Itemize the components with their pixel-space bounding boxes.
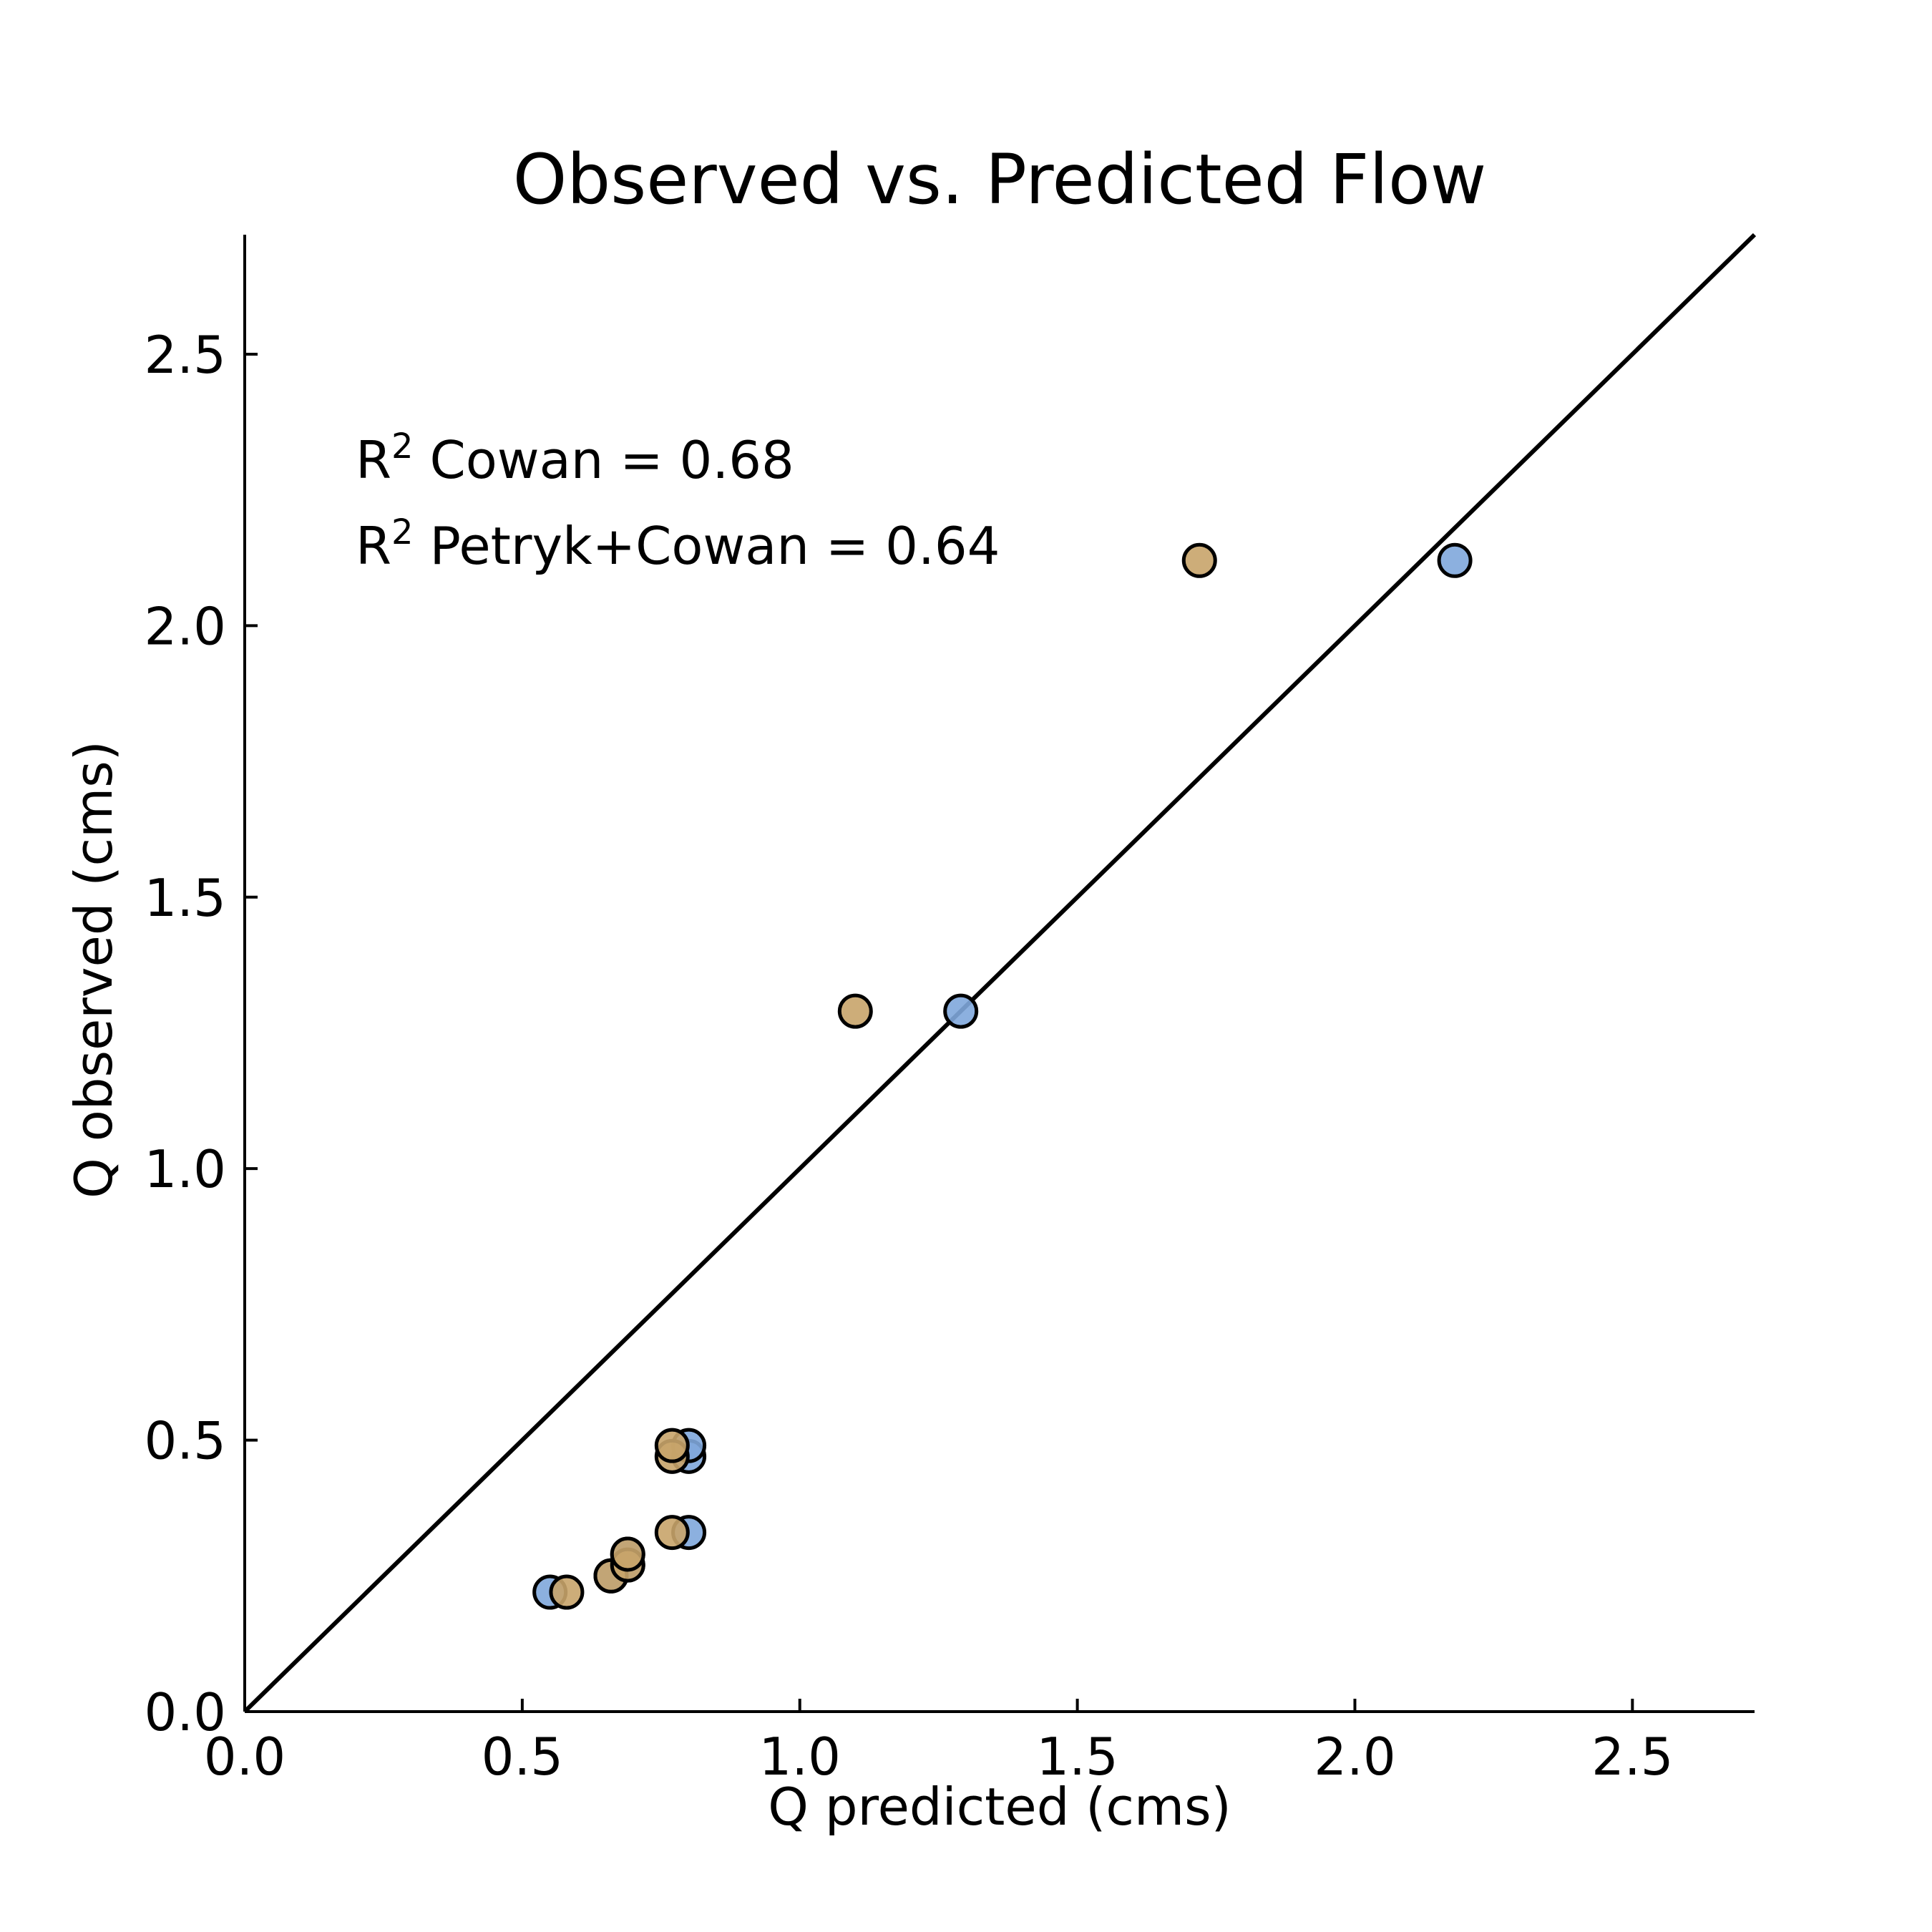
series-1 xyxy=(549,542,1217,1610)
annotation-text: Petryk+Cowan = 0.64 xyxy=(414,516,1000,576)
data-point xyxy=(837,993,873,1029)
reference-line-1-to-1 xyxy=(243,233,1757,1714)
y-tick-label: 2.0 xyxy=(144,596,226,656)
data-point xyxy=(549,1574,585,1610)
y-tick-label: 1.0 xyxy=(144,1139,226,1199)
axes-layer xyxy=(243,235,1755,1713)
x-tick-label: 2.5 xyxy=(1591,1727,1674,1787)
x-tick-label: 0.0 xyxy=(204,1727,286,1787)
annotation-r2-petryk-cowan: R2 Petryk+Cowan = 0.64 xyxy=(356,512,1000,576)
points-layer xyxy=(532,542,1473,1610)
data-point xyxy=(654,1428,690,1463)
annotation-prefix: R xyxy=(356,516,391,576)
x-tick-label: 2.0 xyxy=(1314,1727,1396,1787)
data-point xyxy=(610,1536,645,1572)
y-tick-label: 2.5 xyxy=(144,325,226,385)
annotation-superscript: 2 xyxy=(391,512,414,552)
data-point xyxy=(654,1515,690,1551)
data-point xyxy=(1181,542,1217,578)
x-axis-label: Q predicted (cms) xyxy=(768,1777,1231,1837)
annotation-text: Cowan = 0.68 xyxy=(414,430,794,490)
y-axis-label: Q observed (cms) xyxy=(64,741,124,1199)
x-tick-label: 0.5 xyxy=(482,1727,564,1787)
data-point xyxy=(1437,542,1473,578)
y-tick-label: 0.0 xyxy=(144,1682,226,1742)
reference-line-layer xyxy=(243,233,1757,1714)
x-ticks: 0.0 0.5 1.0 1.5 2.0 2.5 xyxy=(204,1699,1674,1787)
x-tick-label: 1.0 xyxy=(758,1727,841,1787)
data-point xyxy=(943,993,979,1029)
y-tick-label: 0.5 xyxy=(144,1411,226,1471)
annotation-superscript: 2 xyxy=(391,426,414,467)
chart-title: Observed vs. Predicted Flow xyxy=(513,140,1487,220)
y-tick-label: 1.5 xyxy=(144,868,226,928)
x-tick-label: 1.5 xyxy=(1036,1727,1118,1787)
annotation-r2-cowan: R2 Cowan = 0.68 xyxy=(356,426,794,490)
annotation-prefix: R xyxy=(356,430,391,490)
y-ticks: 0.0 0.5 1.0 1.5 2.0 2.5 xyxy=(144,325,258,1742)
